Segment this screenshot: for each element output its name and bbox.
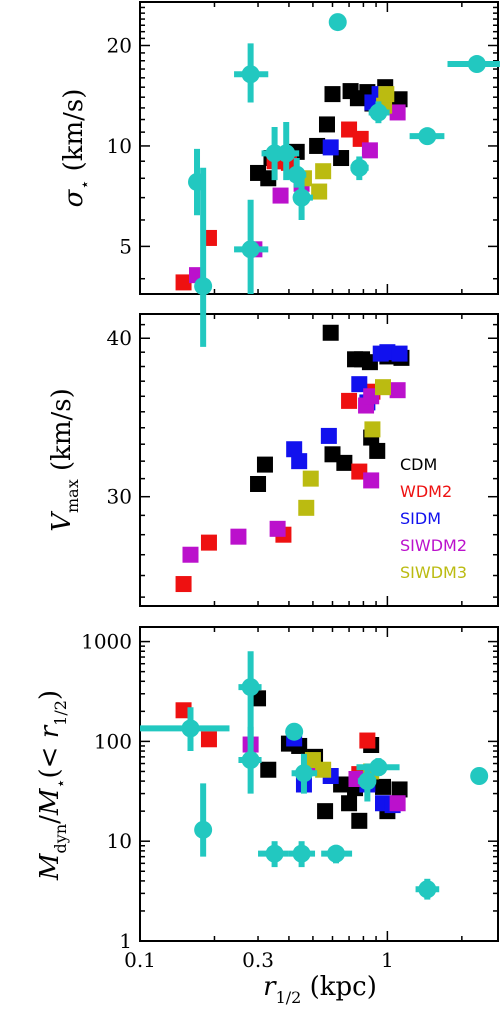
point-observed: [194, 820, 213, 839]
point-observed: [241, 678, 260, 697]
point-observed: [292, 844, 311, 863]
point-sidm: [322, 139, 339, 156]
point-observed: [418, 127, 437, 146]
point-observed: [277, 144, 296, 163]
y-tick-label-vmax: 30: [107, 485, 132, 509]
point-siwdm3: [311, 183, 328, 200]
point-sidm: [379, 344, 396, 361]
y-tick-label-mratio: 10: [107, 829, 132, 853]
point-siwdm2: [389, 382, 406, 399]
panel-sigma-plot: 5 10 20: [107, 1, 500, 347]
y-axis-title-sigma: σ⋆ (km/s): [59, 89, 94, 208]
point-observed: [350, 158, 369, 177]
point-siwdm3: [378, 86, 395, 103]
point-observed: [358, 772, 377, 791]
panel-mratio-frame: [139, 626, 499, 942]
point-observed: [470, 767, 489, 786]
point-siwdm2: [389, 795, 406, 812]
legend-entry-cdm: CDM: [400, 455, 437, 474]
point-cdm: [260, 761, 277, 778]
point-sidm: [320, 427, 337, 444]
point-cdm: [391, 91, 408, 108]
point-cdm: [322, 324, 339, 341]
point-siwdm3: [315, 761, 332, 778]
point-observed: [292, 188, 311, 207]
point-siwdm3: [298, 499, 315, 516]
point-siwdm2: [361, 142, 378, 159]
point-siwdm3: [364, 421, 381, 438]
point-cdm: [336, 454, 353, 471]
point-cdm: [374, 778, 391, 795]
panel-vmax-frame: [139, 313, 499, 607]
y-tick-label-mratio: 100: [94, 729, 132, 753]
point-wdm2: [341, 392, 358, 409]
point-observed: [265, 844, 284, 863]
point-siwdm2: [230, 528, 247, 545]
x-tick-label: 0.1: [124, 948, 156, 972]
point-cdm: [309, 137, 326, 154]
point-cdm: [317, 803, 334, 820]
point-cdm: [351, 812, 368, 829]
point-cdm: [324, 86, 341, 103]
point-siwdm3: [302, 470, 319, 487]
point-observed: [194, 277, 213, 296]
panel-sigma-frame: [139, 1, 499, 295]
point-cdm: [341, 795, 358, 812]
y-axis-title-mratio: Mdyn/M⋆(< r1/2): [35, 690, 70, 881]
point-siwdm2: [272, 187, 289, 204]
point-observed: [181, 719, 200, 738]
point-observed: [241, 751, 260, 770]
point-wdm2: [359, 732, 376, 749]
y-tick-label-mratio: 1000: [81, 630, 132, 654]
point-sidm: [351, 376, 368, 393]
point-wdm2: [200, 534, 217, 551]
point-observed: [418, 880, 437, 899]
panel-mratio-plot: 1 10 100 1000 0.1 0.3 1: [81, 627, 498, 972]
x-tick-label: 0.3: [242, 948, 274, 972]
legend-entry-sidm: SIDM: [400, 509, 441, 528]
legend: CDM WDM2 SIDM SIWDM2 SIWDM3: [400, 455, 467, 582]
point-wdm2: [175, 274, 192, 291]
point-siwdm2: [182, 546, 199, 563]
point-siwdm3: [374, 379, 391, 396]
x-axis-title: r1/2 (kpc): [263, 972, 377, 1007]
point-cdm: [256, 456, 273, 473]
point-observed: [241, 65, 260, 84]
y-tick-label-mratio: 1: [119, 929, 132, 953]
point-cdm: [391, 781, 408, 798]
point-observed: [328, 13, 347, 32]
y-axis-title-vmax: Vmax (km/s): [47, 388, 82, 532]
point-observed: [369, 758, 388, 777]
x-tick-label: 1: [381, 948, 394, 972]
y-tick-label-sigma: 10: [107, 134, 132, 158]
point-observed: [369, 103, 388, 122]
point-wdm2: [200, 731, 217, 748]
legend-entry-siwdm3: SIWDM3: [400, 563, 467, 582]
point-wdm2: [175, 576, 192, 593]
legend-entry-siwdm2: SIWDM2: [400, 536, 467, 555]
point-observed: [285, 722, 304, 741]
point-siwdm2: [269, 520, 286, 537]
point-cdm: [369, 442, 386, 459]
legend-entry-wdm2: WDM2: [400, 482, 452, 501]
y-tick-label-sigma: 5: [119, 234, 132, 258]
point-observed: [294, 764, 313, 783]
point-sidm: [291, 453, 308, 470]
y-tick-label-vmax: 40: [107, 326, 132, 350]
point-siwdm2: [363, 472, 380, 489]
point-observed: [327, 844, 346, 863]
panel-vmax-plot: 30 40: [107, 314, 498, 606]
point-observed: [467, 55, 486, 74]
point-cdm: [318, 116, 335, 133]
point-sidm: [391, 345, 408, 362]
point-siwdm2: [389, 104, 406, 121]
point-cdm: [250, 475, 267, 492]
point-observed: [241, 240, 260, 259]
point-siwdm3: [315, 163, 332, 180]
y-tick-label-sigma: 20: [107, 33, 132, 57]
